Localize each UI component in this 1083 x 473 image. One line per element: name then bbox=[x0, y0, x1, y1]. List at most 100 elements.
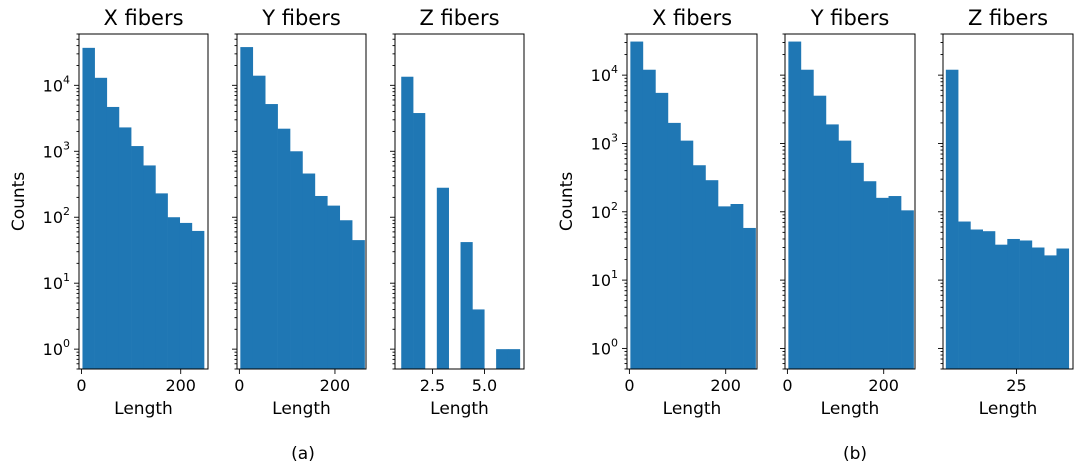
histogram-bar bbox=[94, 77, 108, 369]
caption-a: (a) bbox=[291, 444, 315, 464]
histogram-bar bbox=[813, 95, 827, 369]
histogram-bar bbox=[667, 122, 681, 369]
x-tick-label: 0 bbox=[782, 376, 792, 395]
x-axis-label: Length bbox=[114, 399, 173, 419]
histogram-bar bbox=[265, 104, 278, 370]
histogram-bar bbox=[460, 242, 473, 369]
x-tick-label: 200 bbox=[710, 376, 741, 395]
histogram-bar bbox=[179, 222, 193, 369]
y-tick-label: 101 bbox=[43, 271, 70, 293]
histogram-bar bbox=[277, 128, 291, 369]
y-tick-label: 100 bbox=[591, 336, 618, 358]
x-axis-label: Length bbox=[430, 399, 489, 419]
histogram-bar bbox=[1044, 255, 1057, 369]
histogram-bar bbox=[705, 180, 719, 369]
x-tick-label: 25 bbox=[1006, 376, 1026, 395]
x-tick-label: 0 bbox=[76, 376, 86, 395]
histogram-bar bbox=[743, 227, 756, 369]
x-tick-label: 200 bbox=[165, 376, 196, 395]
histogram-bar bbox=[339, 220, 353, 369]
histogram-bar bbox=[788, 41, 802, 370]
histogram-bar bbox=[958, 221, 971, 369]
panel-title: Z fibers bbox=[419, 6, 499, 30]
histogram-bar bbox=[642, 69, 656, 369]
histogram-bar bbox=[167, 217, 181, 369]
histogram-bar bbox=[825, 124, 839, 369]
histogram-bar bbox=[106, 106, 120, 369]
x-tick-label: 5.0 bbox=[472, 376, 497, 395]
axes-frame bbox=[942, 33, 1074, 370]
y-axis-label: Counts bbox=[557, 172, 577, 231]
y-tick-label: 104 bbox=[43, 73, 70, 95]
histogram-bar bbox=[863, 181, 877, 369]
histogram-bar bbox=[800, 69, 814, 369]
histogram-bar bbox=[118, 127, 132, 369]
y-axis-label: Counts bbox=[9, 172, 29, 231]
histogram-bar bbox=[472, 309, 485, 369]
panel-title: X fibers bbox=[652, 6, 732, 30]
y-tick-label: 101 bbox=[591, 268, 618, 290]
histogram-bar bbox=[680, 140, 694, 369]
histogram-bar bbox=[507, 349, 521, 369]
histogram-bar bbox=[436, 187, 449, 369]
x-axis-label: Length bbox=[979, 399, 1038, 419]
panel-2: 0 200 Y fibers Length bbox=[232, 6, 367, 419]
histogram-bar bbox=[630, 41, 644, 370]
histogram-bar bbox=[730, 204, 744, 369]
histogram-bar bbox=[995, 244, 1008, 369]
histogram-bar bbox=[655, 92, 669, 370]
histogram-bar bbox=[1007, 238, 1020, 369]
x-tick-label: 2.5 bbox=[420, 376, 445, 395]
histogram-bar bbox=[850, 162, 864, 369]
y-tick-label: 103 bbox=[43, 139, 70, 161]
histogram-bar bbox=[352, 240, 365, 369]
histogram-bar bbox=[876, 197, 889, 369]
y-tick-label: 104 bbox=[591, 63, 618, 85]
panel-4: 100 101 102 103 104 0 200 X fibers Length Counts bbox=[557, 6, 758, 419]
histogram-bar bbox=[1056, 248, 1070, 369]
histogram-bar bbox=[901, 210, 914, 369]
caption-b: (b) bbox=[843, 444, 867, 464]
histogram-bar bbox=[155, 193, 168, 369]
axes-frame bbox=[236, 33, 367, 370]
histogram-bar bbox=[970, 229, 983, 369]
panel-title: Y fibers bbox=[810, 6, 890, 30]
x-axis-label: Length bbox=[821, 399, 880, 419]
histogram-bar bbox=[692, 165, 706, 369]
histogram-bar bbox=[290, 151, 303, 369]
panels: 100 101 102 103 104 0 200 X fibers Length Counts 0… bbox=[9, 6, 1074, 419]
panel-title: X fibers bbox=[103, 6, 183, 30]
histogram-bar bbox=[838, 140, 852, 369]
x-tick-label: 0 bbox=[234, 376, 244, 395]
panel-title: Y fibers bbox=[261, 6, 341, 30]
axes-frame bbox=[784, 33, 916, 370]
x-tick-label: 0 bbox=[624, 376, 634, 395]
panel-5: 0 200 Y fibers Length bbox=[780, 6, 916, 419]
histogram-bar bbox=[191, 230, 205, 369]
histogram-bar bbox=[401, 76, 414, 369]
histogram-bar bbox=[252, 75, 266, 369]
axes-frame bbox=[78, 33, 209, 370]
histogram-bar bbox=[496, 349, 509, 369]
histogram-bar bbox=[982, 231, 996, 369]
histogram-bar bbox=[413, 113, 426, 369]
histogram-bar bbox=[1031, 247, 1045, 369]
axes-frame bbox=[394, 33, 525, 370]
histogram-bar bbox=[888, 196, 902, 369]
panel-title: Z fibers bbox=[968, 6, 1048, 30]
histogram-bar bbox=[314, 195, 328, 369]
histogram-bar bbox=[82, 47, 95, 369]
histogram-bar bbox=[327, 205, 341, 369]
histogram-bar bbox=[718, 206, 731, 369]
y-tick-label: 102 bbox=[591, 200, 618, 222]
histogram-bar bbox=[143, 165, 156, 369]
x-axis-label: Length bbox=[272, 399, 331, 419]
histogram-bar bbox=[240, 47, 254, 369]
histogram-bar bbox=[945, 69, 959, 369]
panel-1: 100 101 102 103 104 0 200 X fibers Length Counts bbox=[9, 6, 209, 419]
panel-6: 25 Z fibers Length bbox=[938, 6, 1074, 419]
histogram-bar bbox=[131, 146, 144, 369]
histogram-bar bbox=[1019, 240, 1033, 369]
x-tick-label: 200 bbox=[320, 376, 351, 395]
